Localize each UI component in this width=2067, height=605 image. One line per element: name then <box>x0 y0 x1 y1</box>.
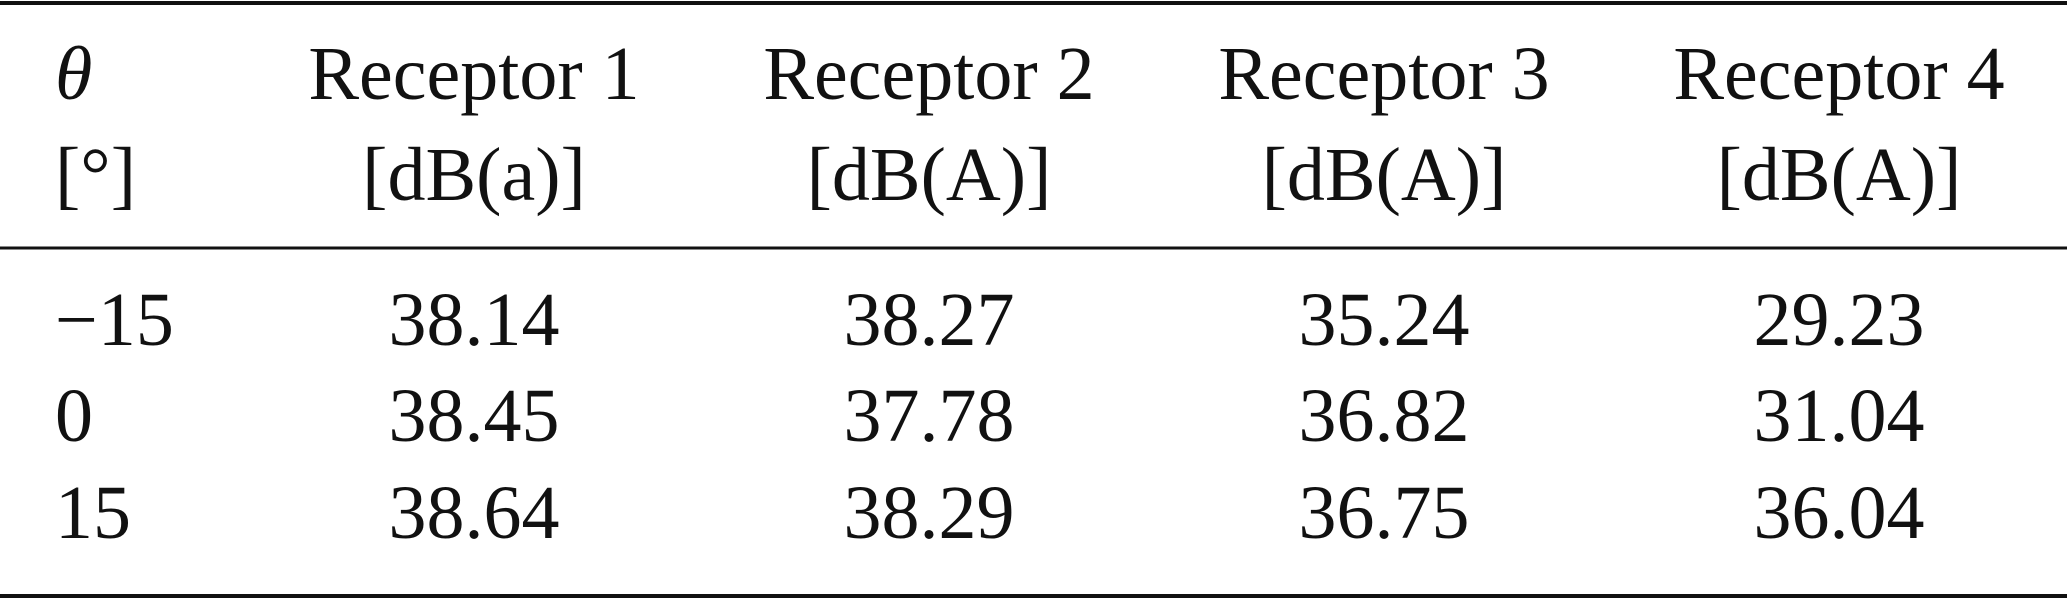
header-cell: [°] <box>55 133 136 217</box>
table-cell: 37.78 <box>844 374 1015 458</box>
table-cell: −15 <box>55 278 174 362</box>
table-cell: 36.82 <box>1299 374 1470 458</box>
header-cell: Receptor 2 <box>763 32 1094 116</box>
header-cell: [dB(A)] <box>1262 133 1507 217</box>
table-cell: 38.14 <box>389 278 560 362</box>
table-cell: 15 <box>55 471 131 555</box>
table-cell: 38.29 <box>844 471 1015 555</box>
header-cell: Receptor 3 <box>1218 32 1549 116</box>
header-cell: θ <box>55 32 92 116</box>
header-cell: [dB(A)] <box>1717 133 1962 217</box>
table-cell: 36.75 <box>1299 471 1470 555</box>
header-cell: Receptor 1 <box>308 32 639 116</box>
table-cell: 38.45 <box>389 374 560 458</box>
table-cell: 36.04 <box>1754 471 1925 555</box>
table-cell: 35.24 <box>1299 278 1470 362</box>
table-cell: 31.04 <box>1754 374 1925 458</box>
table-cell: 29.23 <box>1754 278 1925 362</box>
header-cell: [dB(A)] <box>807 133 1052 217</box>
table-cell: 0 <box>55 374 93 458</box>
table-cell: 38.64 <box>389 471 560 555</box>
header-cell: [dB(a)] <box>362 133 586 217</box>
table-cell: 38.27 <box>844 278 1015 362</box>
header-cell: Receptor 4 <box>1673 32 2004 116</box>
